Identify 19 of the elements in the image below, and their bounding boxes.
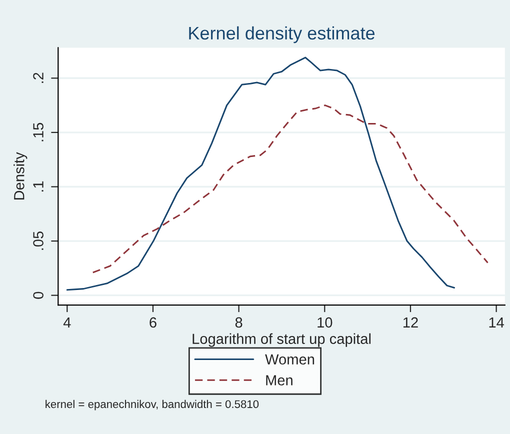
x-tick-label: 10 <box>318 317 332 328</box>
x-tick-label: 4 <box>63 317 71 328</box>
x-tick-label: 8 <box>235 317 242 328</box>
y-tick-label: .1 <box>33 181 44 192</box>
x-tick-label: 12 <box>403 317 418 328</box>
legend-label: Men <box>266 375 292 386</box>
x-axis-title: Logarithm of start up capital <box>192 333 371 347</box>
y-tick-label: .05 <box>33 232 44 250</box>
x-tick-label: 6 <box>150 317 156 328</box>
x-tick-label: 14 <box>489 317 504 328</box>
y-tick-label: 0 <box>33 292 44 299</box>
text: kernel = epanechnikov, bandwidth = 0.5810 <box>46 400 259 410</box>
line-series <box>92 104 488 274</box>
legend-label: Women <box>265 354 314 365</box>
y-tick-label: .2 <box>33 72 44 83</box>
y-axis-title: Density <box>14 152 28 200</box>
line-series <box>66 56 456 291</box>
y-tick-label: .15 <box>33 122 44 142</box>
chart-title: Kernel density estimate <box>189 26 375 44</box>
